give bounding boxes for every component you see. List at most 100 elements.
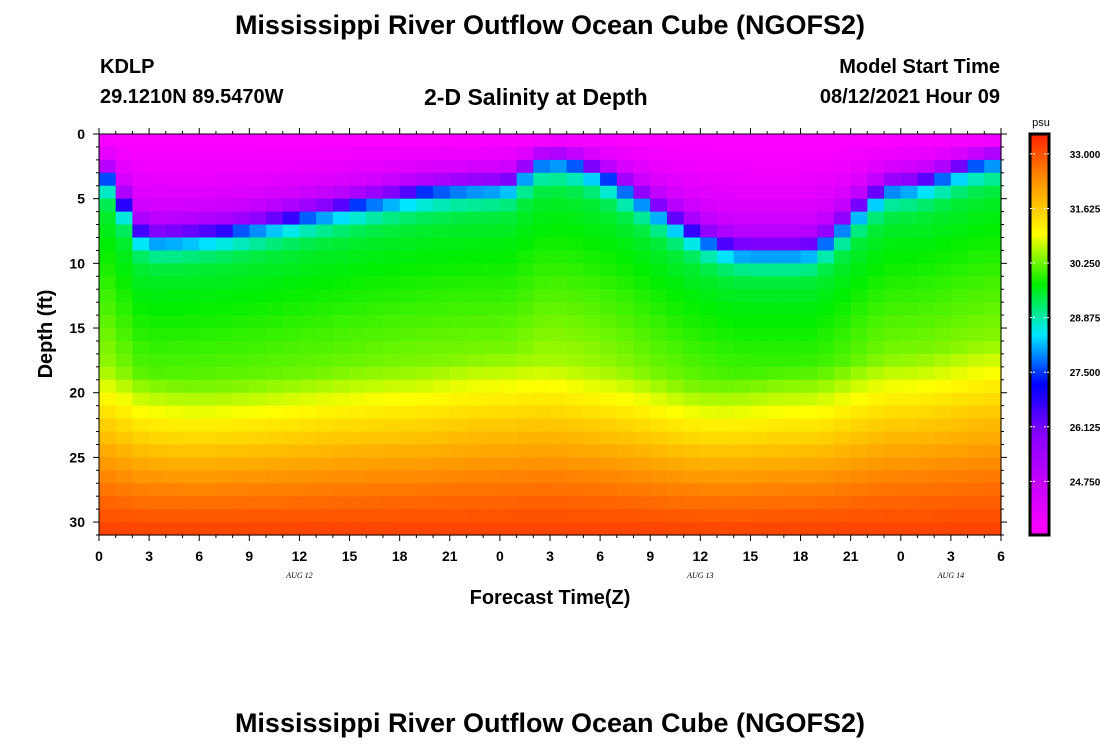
- heatmap-cell: [215, 405, 234, 420]
- heatmap-cell: [600, 185, 618, 200]
- heatmap-cell: [666, 431, 685, 446]
- heatmap-cell: [332, 211, 351, 226]
- heatmap-cell: [733, 289, 752, 303]
- heatmap-cell: [750, 263, 768, 277]
- heatmap-cell: [215, 328, 234, 342]
- heatmap-cell: [633, 302, 651, 316]
- heatmap-cell: [99, 224, 117, 239]
- heatmap-cell: [266, 366, 284, 381]
- heatmap-cell: [767, 431, 785, 446]
- heatmap-cell: [867, 159, 885, 174]
- heatmap-cell: [215, 302, 234, 316]
- heatmap-cell: [583, 379, 601, 394]
- heatmap-cell: [650, 185, 668, 200]
- heatmap-cell: [249, 302, 267, 316]
- heatmap-cell: [232, 224, 250, 239]
- heatmap-cell: [433, 496, 451, 510]
- heatmap-cell: [850, 276, 868, 290]
- heatmap-cell: [683, 198, 701, 213]
- heatmap-cell: [382, 340, 401, 355]
- heatmap-cell: [850, 496, 868, 510]
- heatmap-cell: [115, 418, 133, 433]
- heatmap-cell: [349, 250, 367, 264]
- heatmap-cell: [817, 379, 835, 394]
- heatmap-cell: [550, 366, 568, 381]
- heatmap-cell: [566, 237, 584, 252]
- heatmap-cell: [900, 237, 919, 252]
- heatmap-cell: [616, 198, 635, 213]
- heatmap-cell: [132, 366, 150, 381]
- heatmap-cell: [833, 470, 852, 484]
- heatmap-cell: [483, 289, 501, 303]
- heatmap-cell: [884, 431, 902, 446]
- heatmap-cell: [550, 315, 568, 329]
- heatmap-cell: [165, 431, 184, 446]
- heatmap-cell: [633, 263, 651, 277]
- heatmap-cell: [917, 185, 935, 200]
- heatmap-cell: [366, 237, 384, 252]
- heatmap-cell: [884, 224, 902, 239]
- heatmap-cell: [700, 392, 718, 407]
- heatmap-cell: [215, 224, 234, 239]
- heatmap-cell: [533, 509, 551, 523]
- heatmap-cell: [566, 444, 584, 458]
- heatmap-cell: [850, 522, 868, 536]
- heatmap-cell: [650, 379, 668, 394]
- heatmap-cell: [783, 211, 802, 226]
- heatmap-cell: [717, 509, 735, 523]
- heatmap-cell: [399, 146, 417, 161]
- heatmap-cell: [950, 328, 969, 342]
- heatmap-cell: [867, 509, 885, 523]
- heatmap-cell: [249, 496, 267, 510]
- heatmap-cell: [550, 159, 568, 174]
- heatmap-cell: [165, 522, 184, 536]
- heatmap-cell: [232, 457, 250, 471]
- heatmap-cell: [349, 418, 367, 433]
- heatmap-cell: [583, 509, 601, 523]
- heatmap-cell: [316, 405, 334, 420]
- heatmap-cell: [399, 522, 417, 536]
- heatmap-cell: [499, 211, 518, 226]
- heatmap-cell: [600, 237, 618, 252]
- heatmap-cell: [483, 366, 501, 381]
- heatmap-cell: [199, 470, 217, 484]
- heatmap-cell: [666, 172, 685, 187]
- heatmap-cell: [416, 289, 434, 303]
- heatmap-cell: [616, 146, 635, 161]
- heatmap-cell: [833, 302, 852, 316]
- heatmap-cell: [767, 146, 785, 161]
- heatmap-cell: [683, 134, 701, 148]
- heatmap-cell: [700, 211, 718, 226]
- heatmap-cell: [600, 289, 618, 303]
- heatmap-cell: [566, 315, 584, 329]
- heatmap-cell: [366, 276, 384, 290]
- heatmap-cell: [433, 198, 451, 213]
- heatmap-cell: [733, 328, 752, 342]
- heatmap-cell: [867, 237, 885, 252]
- heatmap-cell: [566, 172, 584, 187]
- heatmap-cell: [165, 353, 184, 368]
- heatmap-cell: [399, 185, 417, 200]
- heatmap-cell: [917, 146, 935, 161]
- heatmap-cell: [165, 263, 184, 277]
- heatmap-cell: [900, 146, 919, 161]
- heatmap-cell: [533, 263, 551, 277]
- heatmap-cell: [165, 340, 184, 355]
- heatmap-cell: [182, 224, 200, 239]
- heatmap-cell: [232, 483, 250, 497]
- heatmap-cell: [900, 159, 919, 174]
- heatmap-cell: [499, 250, 518, 264]
- heatmap-cell: [282, 405, 301, 420]
- heatmap-cell: [332, 444, 351, 458]
- heatmap-cell: [833, 315, 852, 329]
- heatmap-cell: [316, 483, 334, 497]
- heatmap-cell: [967, 263, 985, 277]
- heatmap-cell: [984, 483, 1002, 497]
- heatmap-cell: [600, 470, 618, 484]
- heatmap-cell: [817, 328, 835, 342]
- heatmap-cell: [499, 483, 518, 497]
- heatmap-cell: [382, 483, 401, 497]
- heatmap-cell: [700, 159, 718, 174]
- heatmap-cell: [583, 289, 601, 303]
- heatmap-cell: [833, 211, 852, 226]
